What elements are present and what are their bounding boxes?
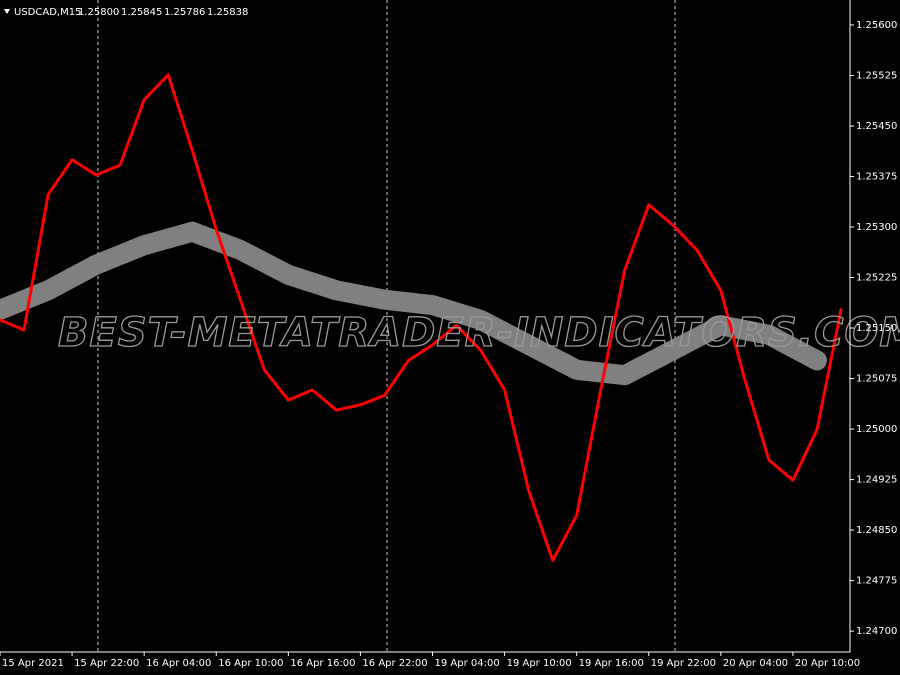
moving-average-band — [0, 221, 827, 386]
x-tick-label: 16 Apr 04:00 — [146, 658, 211, 669]
y-tick-label: 1.25300 — [856, 222, 897, 233]
y-tick-label: 1.25225 — [856, 273, 897, 284]
y-tick-label: 1.25075 — [856, 374, 897, 385]
watermark: BEST-METATRADER-INDICATORS.COM — [58, 310, 900, 356]
y-tick-label: 1.24775 — [856, 576, 897, 587]
y-tick-label: 1.25375 — [856, 171, 897, 182]
quote-close: 1.25838 — [207, 7, 248, 18]
x-tick-label: 19 Apr 10:00 — [507, 658, 572, 669]
x-tick-label: 15 Apr 2021 — [2, 658, 64, 669]
y-tick-label: 1.24925 — [856, 475, 897, 486]
x-tick-label: 16 Apr 22:00 — [362, 658, 427, 669]
x-tick-label: 20 Apr 04:00 — [723, 658, 788, 669]
y-tick-label: 1.24700 — [856, 626, 897, 637]
y-tick-label: 1.24850 — [856, 525, 897, 536]
y-tick-label: 1.25150 — [856, 323, 897, 334]
y-tick-label: 1.25600 — [856, 20, 897, 31]
x-tick-label: 20 Apr 10:00 — [795, 658, 860, 669]
x-tick-label: 16 Apr 10:00 — [218, 658, 283, 669]
moving-average-line — [0, 73, 843, 562]
collapse-icon[interactable] — [4, 9, 10, 14]
y-tick-label: 1.25000 — [856, 424, 897, 435]
x-tick-label: 19 Apr 16:00 — [579, 658, 644, 669]
symbol: USDCAD,M15 — [14, 7, 81, 18]
quote-low: 1.25786 — [164, 7, 205, 18]
quote-high: 1.25845 — [121, 7, 162, 18]
y-tick-label: 1.25450 — [856, 121, 897, 132]
quote-open: 1.25800 — [78, 7, 119, 18]
x-tick-label: 19 Apr 22:00 — [651, 658, 716, 669]
plot — [0, 73, 843, 562]
x-tick-label: 19 Apr 04:00 — [435, 658, 500, 669]
y-tick-label: 1.25525 — [856, 70, 897, 81]
x-tick-label: 15 Apr 22:00 — [74, 658, 139, 669]
x-tick-label: 16 Apr 16:00 — [290, 658, 355, 669]
